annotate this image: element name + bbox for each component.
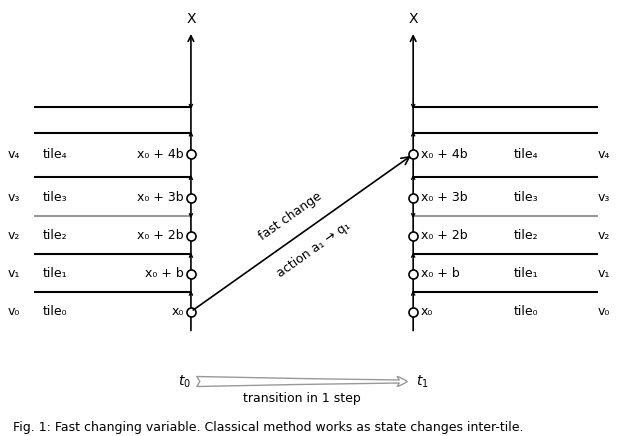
Text: v₃: v₃ [8,191,20,204]
Text: x₀ + 2b: x₀ + 2b [421,229,467,242]
Text: tile₂: tile₂ [513,229,538,242]
Text: tile₄: tile₄ [43,148,67,161]
Text: x₀ + 4b: x₀ + 4b [421,148,467,161]
Text: v₀: v₀ [8,305,20,318]
Text: x₀ + b: x₀ + b [145,267,183,280]
Text: tile₃: tile₃ [43,191,67,204]
Text: x₀ + b: x₀ + b [421,267,459,280]
Text: v₂: v₂ [8,229,20,242]
Text: x₀: x₀ [171,305,183,318]
Text: v₀: v₀ [598,305,610,318]
Text: v₄: v₄ [8,148,20,161]
Text: Fig. 1: Fast changing variable. Classical method works as state changes inter-ti: Fig. 1: Fast changing variable. Classica… [13,421,523,434]
Text: fast change: fast change [257,190,324,243]
Text: tile₂: tile₂ [43,229,67,242]
Text: X: X [408,12,418,26]
Text: tile₁: tile₁ [513,267,538,280]
Text: tile₄: tile₄ [513,148,538,161]
Text: tile₃: tile₃ [513,191,538,204]
Text: v₁: v₁ [8,267,20,280]
Text: tile₀: tile₀ [513,305,538,318]
Text: action a₁ → q₁: action a₁ → q₁ [274,219,353,279]
Text: v₁: v₁ [598,267,610,280]
Text: x₀: x₀ [421,305,433,318]
Text: x₀ + 3b: x₀ + 3b [421,191,467,204]
Text: tile₁: tile₁ [43,267,67,280]
Text: v₄: v₄ [598,148,610,161]
Text: x₀ + 3b: x₀ + 3b [137,191,183,204]
Text: v₂: v₂ [598,229,610,242]
Text: transition in 1 step: transition in 1 step [243,392,361,405]
Text: $t_1$: $t_1$ [416,373,429,390]
Text: x₀ + 4b: x₀ + 4b [137,148,183,161]
Text: $t_0$: $t_0$ [178,373,191,390]
Text: tile₀: tile₀ [43,305,67,318]
Text: v₃: v₃ [598,191,610,204]
Text: x₀ + 2b: x₀ + 2b [137,229,183,242]
Text: X: X [186,12,196,26]
